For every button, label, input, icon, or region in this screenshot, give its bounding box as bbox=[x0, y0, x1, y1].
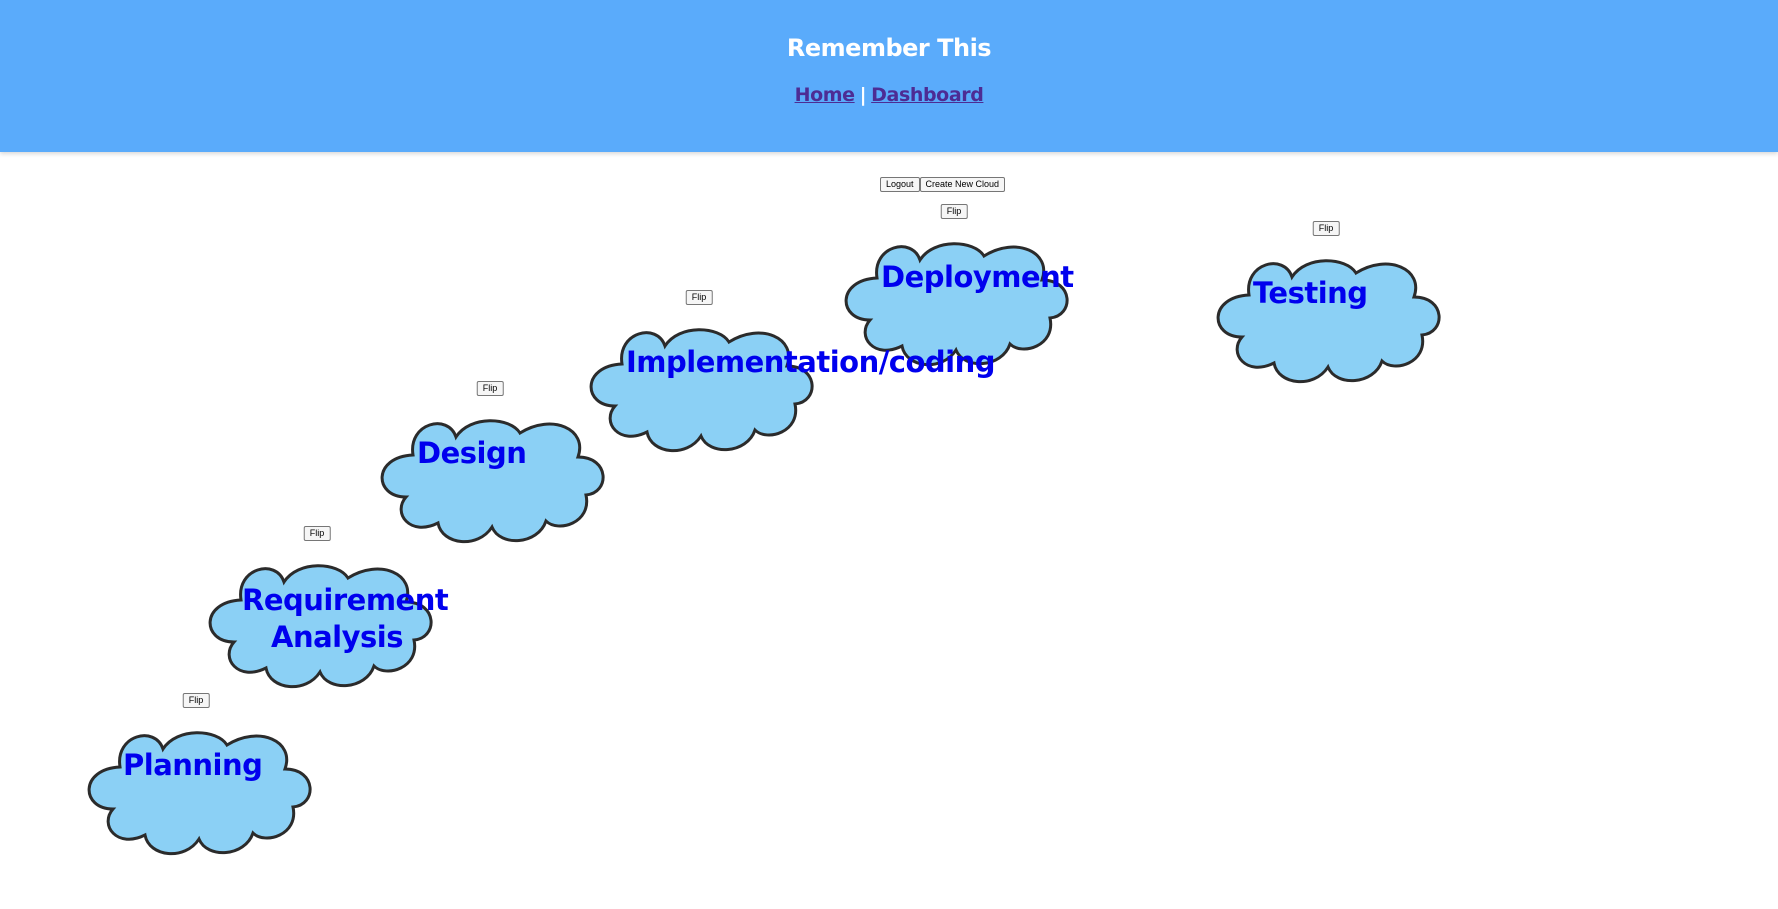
flip-button[interactable]: Flip bbox=[1312, 221, 1340, 236]
cloud-shape bbox=[1216, 259, 1441, 384]
toolbar: Logout Create New Cloud bbox=[880, 177, 1006, 192]
cloud-card-implementation[interactable]: Flip Implementation/coding bbox=[579, 290, 996, 460]
cloud-card-planning[interactable]: Flip Planning bbox=[77, 693, 317, 863]
cloud-text: Planning bbox=[123, 748, 263, 782]
cloud-card-design[interactable]: Flip Design bbox=[370, 381, 610, 551]
nav-dashboard-link[interactable]: Dashboard bbox=[871, 84, 984, 106]
create-new-cloud-button[interactable]: Create New Cloud bbox=[919, 177, 1006, 192]
cloud-text: Deployment bbox=[881, 260, 1074, 294]
cloud-card-requirement-analysis[interactable]: Flip Requirement Analysis bbox=[198, 526, 449, 696]
cloud-text: Requirement Analysis bbox=[242, 583, 449, 654]
site-header: Remember This Home | Dashboard bbox=[0, 0, 1778, 152]
flip-button[interactable]: Flip bbox=[685, 290, 713, 305]
flip-button[interactable]: Flip bbox=[303, 526, 331, 541]
nav-separator: | bbox=[859, 84, 867, 106]
cloud-shape bbox=[589, 328, 814, 453]
nav-home-link[interactable]: Home bbox=[794, 84, 855, 106]
cloud-shape bbox=[87, 731, 312, 856]
cloud-text: Implementation/coding bbox=[626, 345, 996, 379]
main-nav: Home | Dashboard bbox=[0, 84, 1778, 106]
cloud-text: Testing bbox=[1253, 276, 1368, 310]
flip-button[interactable]: Flip bbox=[182, 693, 210, 708]
cloud-card-deployment[interactable]: Flip Deployment bbox=[834, 204, 1074, 374]
flip-button[interactable]: Flip bbox=[940, 204, 968, 219]
logout-button[interactable]: Logout bbox=[880, 177, 920, 192]
site-title: Remember This bbox=[786, 34, 992, 62]
cloud-text: Design bbox=[417, 436, 527, 470]
cloud-card-testing[interactable]: Flip Testing bbox=[1206, 221, 1446, 391]
flip-button[interactable]: Flip bbox=[476, 381, 504, 396]
